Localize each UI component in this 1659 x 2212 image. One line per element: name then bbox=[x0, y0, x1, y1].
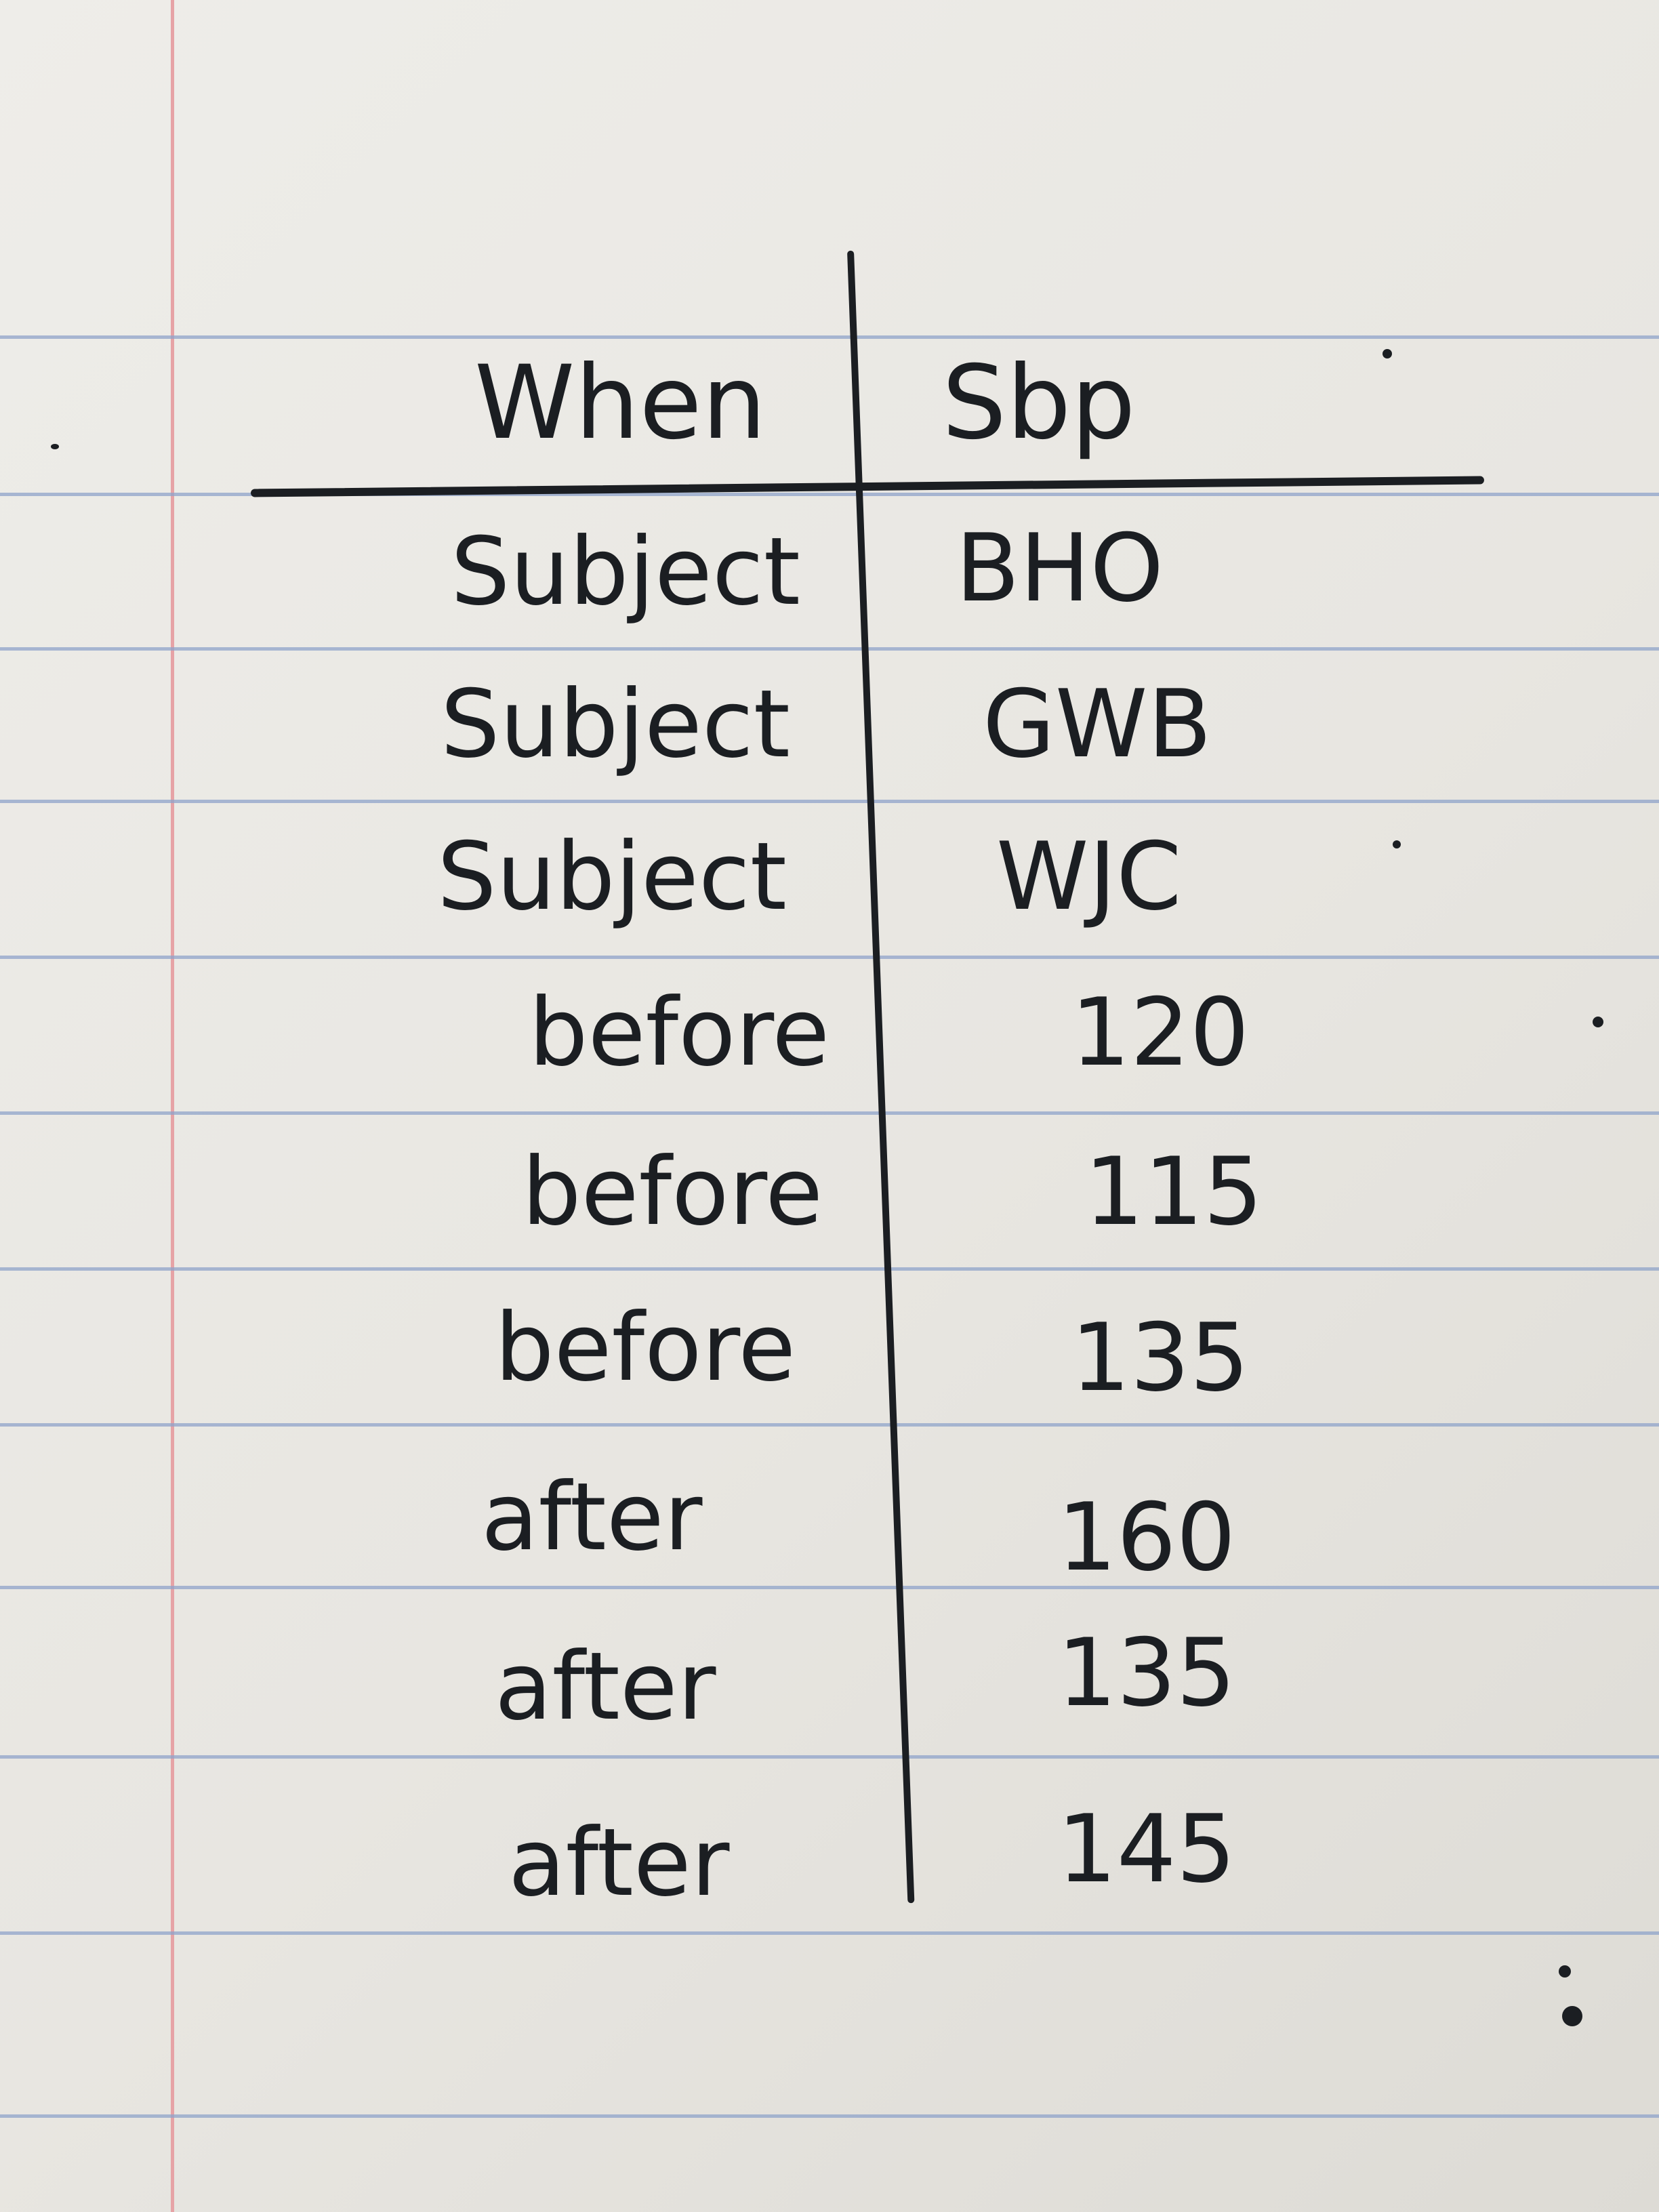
ink-speck bbox=[1382, 349, 1392, 359]
table-cell-sbp: WJC bbox=[996, 822, 1182, 931]
ink-speck bbox=[1393, 840, 1401, 848]
table-cell-when: Subject bbox=[451, 517, 800, 626]
ruled-line bbox=[0, 1586, 1659, 1589]
ink-speck bbox=[1593, 1017, 1603, 1027]
table-cell-when: before bbox=[522, 1137, 823, 1246]
ruled-line bbox=[0, 956, 1659, 959]
table-cell-sbp: 135 bbox=[1071, 1303, 1250, 1412]
table-cell-sbp: 145 bbox=[1057, 1795, 1236, 1904]
ruled-line bbox=[0, 1423, 1659, 1427]
ruled-line bbox=[0, 800, 1659, 803]
header-when: When bbox=[474, 344, 766, 462]
ruled-line bbox=[0, 1267, 1659, 1271]
table-cell-when: Subject bbox=[441, 670, 790, 779]
ruled-line bbox=[0, 493, 1659, 496]
ruled-line bbox=[0, 1111, 1659, 1115]
ink-speck bbox=[1562, 2006, 1582, 2026]
table-cell-when: after bbox=[495, 1632, 716, 1741]
table-cell-sbp: 115 bbox=[1084, 1137, 1263, 1246]
table-cell-when: after bbox=[481, 1462, 703, 1572]
table-cell-when: Subject bbox=[437, 822, 787, 931]
table-cell-when: before bbox=[495, 1293, 796, 1402]
table-cell-sbp: 120 bbox=[1071, 978, 1250, 1087]
header-sbp: Sbp bbox=[942, 344, 1136, 462]
ruled-line bbox=[0, 1931, 1659, 1935]
ruled-line bbox=[0, 1755, 1659, 1759]
table-cell-sbp: GWB bbox=[983, 670, 1212, 779]
ruled-line bbox=[0, 647, 1659, 651]
table-cell-when: before bbox=[529, 978, 830, 1087]
margin-line bbox=[171, 0, 174, 2212]
table-cell-sbp: 160 bbox=[1057, 1483, 1236, 1592]
table-cell-when: after bbox=[508, 1808, 730, 1917]
ruled-line bbox=[0, 2114, 1659, 2118]
column-divider bbox=[847, 250, 915, 1904]
ink-speck bbox=[51, 444, 59, 449]
ink-speck bbox=[1559, 1965, 1571, 1978]
ruled-line bbox=[0, 335, 1659, 339]
table-cell-sbp: BHO bbox=[956, 514, 1164, 623]
table-cell-sbp: 135 bbox=[1057, 1618, 1236, 1727]
